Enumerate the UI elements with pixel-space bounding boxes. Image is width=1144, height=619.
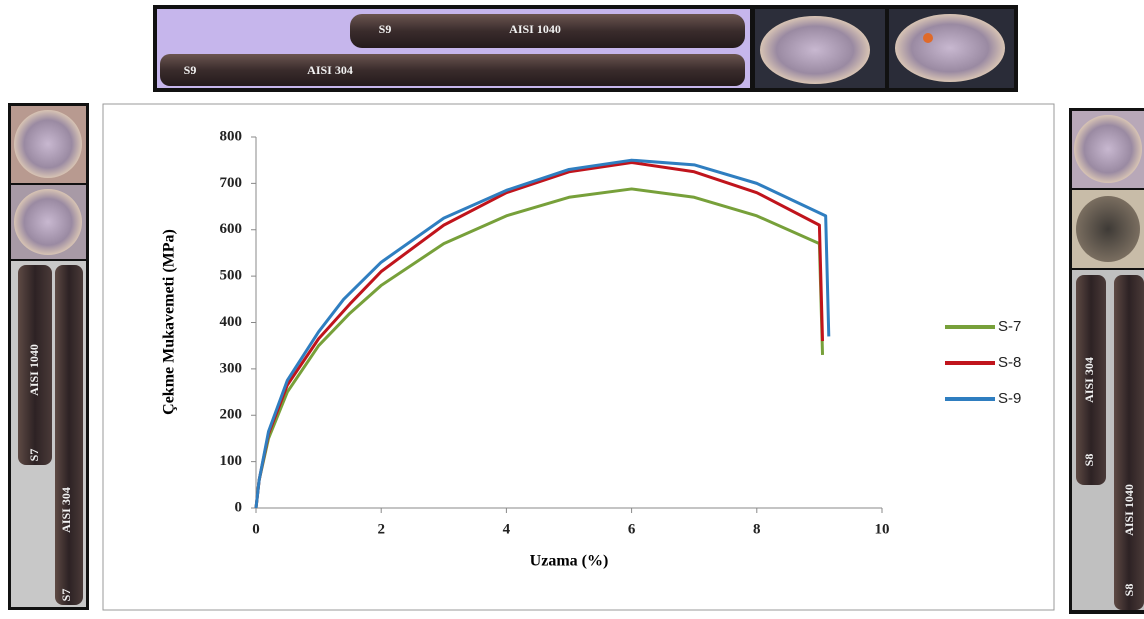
legend-label: S-8 [998, 354, 1021, 371]
fracture-face [895, 14, 1005, 82]
photo-label: S9 [184, 63, 197, 77]
data-line [254, 187, 825, 509]
photo-label: S8 [1082, 454, 1096, 467]
chart-frame [102, 103, 1055, 611]
rod [160, 54, 745, 86]
x-tick-label: 6 [628, 521, 636, 537]
x-tick-label: 2 [377, 521, 385, 537]
y-tick-label: 500 [220, 268, 243, 284]
photo-label: S7 [59, 589, 73, 602]
data-line [254, 158, 831, 509]
marker [923, 33, 933, 43]
y-axis-label: Çekme Mukavemeti (MPa) [161, 229, 178, 415]
photo-label: AISI 304 [59, 487, 73, 533]
photo-label: AISI 1040 [27, 344, 41, 396]
rod [18, 265, 52, 465]
y-tick-label: 700 [220, 175, 243, 191]
photo-labels: S9 AISI 1040 S9 AISI 304 AISI 1040 S7 AISI 304… [27, 22, 1136, 602]
photo-label: AISI 304 [1082, 357, 1096, 403]
photo-label: AISI 1040 [1122, 484, 1136, 536]
y-tick-label: 300 [220, 360, 243, 376]
rod [55, 265, 83, 605]
y-tick-label: 0 [235, 499, 243, 515]
fracture-face [1076, 196, 1140, 262]
y-tick-label: 200 [220, 407, 243, 423]
photo-label: AISI 304 [307, 63, 353, 77]
photo-label: S9 [379, 22, 392, 36]
rod [1114, 275, 1144, 610]
x-tick-label: 0 [252, 521, 260, 537]
x-tick-label: 8 [753, 521, 761, 537]
photo-label: AISI 1040 [509, 22, 561, 36]
fracture-face [1074, 115, 1142, 183]
top-photos [153, 5, 1018, 92]
x-tick-label: 4 [503, 521, 511, 537]
x-axis-label: Uzama (%) [530, 553, 609, 570]
y-tick-label: 600 [220, 221, 243, 237]
rod [350, 14, 745, 48]
y-tick-label: 400 [220, 314, 243, 330]
fracture-face [14, 189, 82, 255]
x-tick-label: 10 [875, 521, 890, 537]
y-tick-label: 800 [220, 128, 243, 144]
fracture-face [760, 16, 870, 84]
rod [1076, 275, 1106, 485]
fracture-face [14, 110, 82, 178]
chart: Uzama (%) Çekme Mukavemeti (MPa) 0100200… [161, 128, 1022, 569]
legend-label: S-9 [998, 390, 1021, 407]
left-photos [8, 103, 89, 610]
right-photos [1069, 108, 1144, 614]
photo-label: S8 [1122, 584, 1136, 597]
y-tick-label: 100 [220, 453, 243, 469]
photo-label: S7 [27, 449, 41, 462]
legend-label: S-7 [998, 318, 1021, 335]
